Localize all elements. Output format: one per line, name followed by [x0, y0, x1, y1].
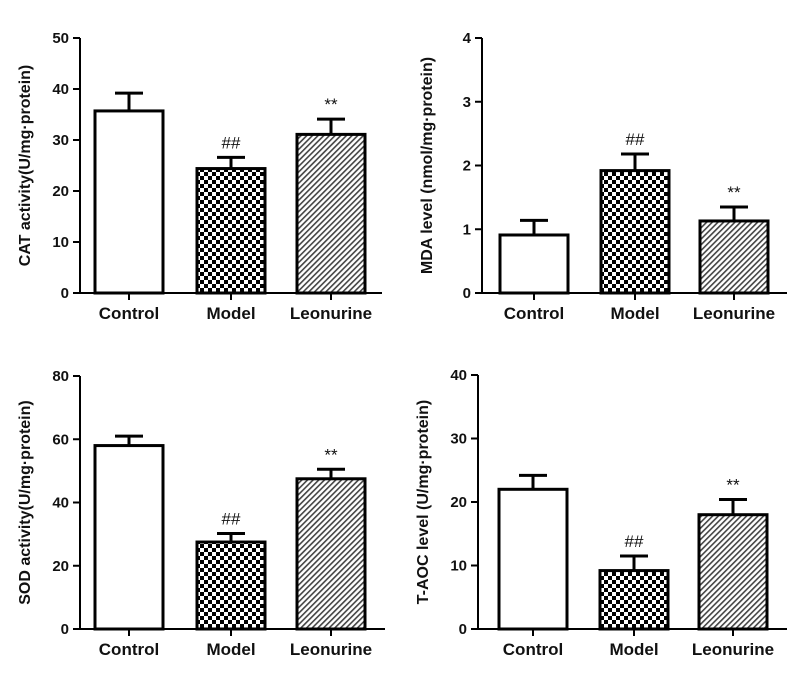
chart-panel-4: Control ## Model ** Leonurine 0 10 20 30 40 T-AOC …	[415, 367, 787, 659]
significance-label: ##	[626, 130, 645, 149]
chart-panel-3: Control ## Model ** Leonurine 0 20 40 60 80 SOD ac…	[17, 368, 385, 659]
y-tick-label: 20	[450, 494, 467, 511]
bar-control	[497, 487, 569, 631]
significance-label: ##	[222, 133, 241, 152]
x-tick-label: Control	[99, 304, 159, 323]
x-tick-label: Control	[504, 304, 564, 323]
x-tick-label: Control	[99, 640, 159, 659]
bar-model	[598, 569, 670, 631]
y-tick-label: 40	[52, 495, 69, 512]
y-tick-label: 30	[52, 132, 69, 149]
bar-leonurine	[698, 219, 770, 295]
y-tick-label: 0	[61, 621, 69, 638]
bar-model	[599, 169, 671, 295]
y-tick-label: 10	[52, 234, 69, 251]
significance-label: ##	[222, 509, 241, 528]
bar-leonurine	[295, 132, 367, 295]
bar-leonurine	[295, 477, 367, 631]
y-tick-label: 50	[52, 30, 69, 47]
y-tick-label: 30	[450, 431, 467, 448]
y-tick-label: 0	[61, 285, 69, 302]
y-tick-label: 10	[450, 558, 467, 575]
y-axis-label: T-AOC level (U/mg·protein)	[415, 400, 432, 604]
significance-label: ##	[625, 532, 644, 551]
y-axis-label: MDA level (nmol/mg·protein)	[419, 57, 436, 274]
y-tick-label: 60	[52, 431, 69, 448]
y-tick-label: 3	[463, 94, 471, 111]
y-tick-label: 20	[52, 558, 69, 575]
y-tick-label: 4	[463, 30, 472, 47]
chart-panel-2: Control ## Model ** Leonurine 0 1 2 3 4 MDA level …	[419, 30, 787, 323]
y-tick-label: 40	[52, 81, 69, 98]
significance-label: **	[324, 95, 338, 114]
y-tick-label: 2	[463, 158, 471, 175]
bar-model	[195, 167, 267, 295]
chart-panel-1: Control ## Model ** Leonurine 0 10 20 30 40 50 CAT …	[17, 30, 382, 323]
bar-control	[498, 233, 570, 295]
bar-control	[93, 109, 165, 295]
x-tick-label: Leonurine	[290, 640, 372, 659]
significance-label: **	[726, 475, 740, 494]
y-tick-label: 80	[52, 368, 69, 385]
y-tick-label: 40	[450, 367, 467, 384]
x-tick-label: Model	[609, 640, 658, 659]
significance-label: **	[727, 183, 741, 202]
x-tick-label: Leonurine	[290, 304, 372, 323]
bar-leonurine	[697, 513, 769, 631]
x-tick-label: Model	[206, 304, 255, 323]
y-tick-label: 20	[52, 183, 69, 200]
x-tick-label: Control	[503, 640, 563, 659]
bar-control	[93, 444, 165, 631]
y-axis-label: CAT activity(U/mg·protein)	[17, 65, 34, 266]
x-tick-label: Model	[206, 640, 255, 659]
y-tick-label: 1	[463, 221, 471, 238]
y-tick-label: 0	[459, 621, 467, 638]
x-tick-label: Leonurine	[692, 640, 774, 659]
x-tick-label: Leonurine	[693, 304, 775, 323]
y-tick-label: 0	[463, 285, 471, 302]
x-tick-label: Model	[610, 304, 659, 323]
bar-model	[195, 540, 267, 631]
y-axis-label: SOD activity(U/mg·protein)	[17, 400, 34, 604]
significance-label: **	[324, 445, 338, 464]
